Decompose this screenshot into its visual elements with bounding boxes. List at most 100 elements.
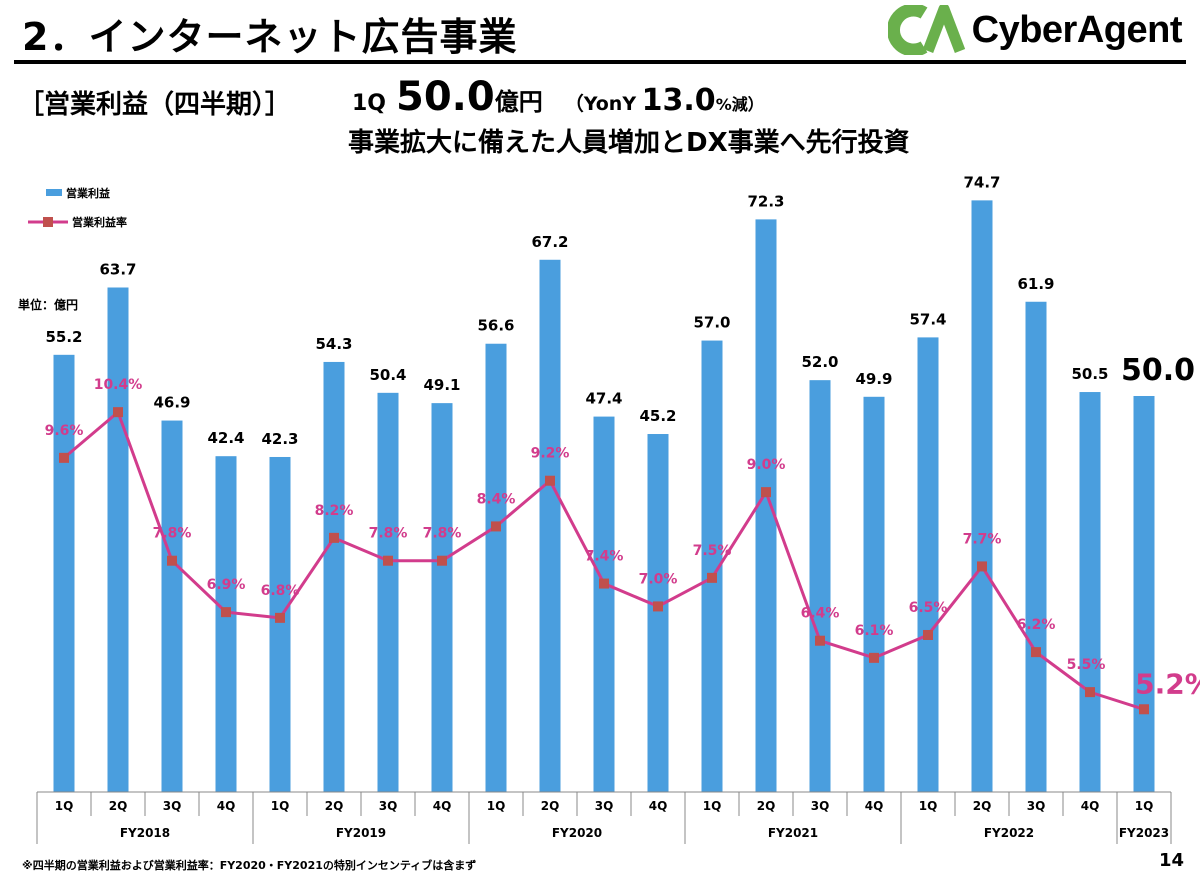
margin-label-10: 9.2%	[531, 446, 570, 462]
bar-value-label-3: 46.9	[153, 394, 190, 412]
bar-value-label-11: 47.4	[585, 390, 622, 408]
bar-value-label-17: 57.4	[909, 310, 946, 328]
headline-yoy-suffix: %減）	[715, 95, 764, 114]
margin-label-14: 9.0%	[747, 457, 786, 473]
x-category-label-19: 3Q	[1027, 799, 1046, 813]
x-category-label-15: 3Q	[811, 799, 830, 813]
x-group-label-6: FY2023	[1119, 826, 1169, 840]
x-group-label-2: FY2019	[336, 826, 386, 840]
bar-16	[863, 396, 885, 792]
x-category-label-16: 4Q	[865, 799, 884, 813]
margin-marker-3	[167, 555, 177, 566]
bar-20	[1079, 392, 1101, 792]
headline: 1Q 50.0億円 （YonY 13.0%減）	[352, 74, 764, 120]
margin-label-13: 7.5%	[693, 543, 732, 559]
legend-bar-label: 営業利益	[66, 186, 110, 200]
bar-5	[269, 456, 291, 792]
section-label: ［営業利益（四半期）］	[18, 90, 292, 120]
x-category-label-14: 2Q	[757, 799, 776, 813]
margin-label-6: 8.2%	[315, 503, 354, 519]
x-category-label-1: 1Q	[55, 799, 74, 813]
x-category-label-10: 2Q	[541, 799, 560, 813]
page-number: 14	[1158, 850, 1184, 871]
bar-value-label-4: 42.4	[207, 429, 244, 447]
margin-label-12: 7.0%	[639, 571, 678, 587]
bar-3	[161, 420, 183, 792]
bar-value-label-18: 74.7	[963, 173, 1000, 191]
headline-value: 50.0	[396, 74, 495, 120]
bar-21	[1133, 396, 1155, 792]
bar-value-label-6: 54.3	[315, 335, 352, 353]
margin-marker-15	[815, 635, 825, 646]
page-title: 2．インターネット広告事業	[22, 15, 518, 59]
margin-label-20: 5.5%	[1067, 657, 1106, 673]
margin-label-11: 7.4%	[585, 549, 624, 565]
legend-line-label: 営業利益率	[72, 215, 127, 229]
bar-12	[647, 434, 669, 792]
margin-label-1: 9.6%	[45, 423, 84, 439]
cyberagent-logo: CyberAgent	[887, 4, 1183, 56]
bar-15	[809, 380, 831, 792]
ca-logo-icon	[887, 5, 965, 55]
bar-value-label-12: 45.2	[639, 407, 676, 425]
margin-marker-21	[1139, 704, 1149, 715]
bar-17	[917, 337, 939, 792]
margin-marker-19	[1031, 647, 1041, 658]
headline-unit: 億円	[494, 88, 543, 116]
bar-9	[485, 343, 507, 792]
margin-label-17: 6.5%	[909, 600, 948, 616]
margin-marker-4	[221, 607, 231, 618]
bar-14	[755, 219, 777, 792]
x-group-label-5: FY2022	[984, 826, 1034, 840]
legend-line-marker	[43, 217, 53, 227]
bar-value-label-9: 56.6	[477, 317, 514, 335]
x-category-label-11: 3Q	[595, 799, 614, 813]
bar-value-label-19: 61.9	[1017, 275, 1054, 293]
headline-quarter: 1Q	[352, 91, 387, 116]
bar-18	[971, 200, 993, 793]
bar-value-label-16: 49.9	[855, 370, 892, 388]
x-group-label-3: FY2020	[552, 826, 602, 840]
x-category-label-6: 2Q	[325, 799, 344, 813]
bar-10	[539, 259, 561, 792]
bar-value-label-15: 52.0	[801, 353, 838, 371]
bar-value-label-5: 42.3	[261, 430, 298, 448]
x-category-label-2: 2Q	[109, 799, 128, 813]
bar-value-label-2: 63.7	[99, 260, 136, 278]
legend-bar-swatch	[46, 189, 62, 196]
x-category-label-3: 3Q	[163, 799, 182, 813]
margin-label-3: 7.8%	[153, 526, 192, 542]
x-category-label-4: 4Q	[217, 799, 236, 813]
margin-marker-17	[923, 629, 933, 640]
margin-marker-5	[275, 612, 285, 623]
bar-value-label-10: 67.2	[531, 233, 568, 251]
bar-19	[1025, 301, 1047, 792]
margin-label-16: 6.1%	[855, 623, 894, 639]
unit-label: 単位：億円	[18, 298, 79, 312]
bar-11	[593, 416, 615, 792]
margin-label-15: 6.4%	[801, 606, 840, 622]
margin-marker-7	[383, 555, 393, 566]
margin-marker-18	[977, 561, 987, 572]
margin-marker-9	[491, 521, 501, 532]
margin-marker-20	[1085, 687, 1095, 698]
x-category-label-9: 1Q	[487, 799, 506, 813]
logo-text: CyberAgent	[971, 8, 1183, 51]
margin-marker-13	[707, 572, 717, 583]
bar-1	[53, 354, 75, 792]
margin-marker-16	[869, 652, 879, 663]
x-category-label-13: 1Q	[703, 799, 722, 813]
x-category-label-21: 1Q	[1135, 799, 1154, 813]
margin-label-2: 10.4%	[94, 377, 143, 393]
bar-value-label-14: 72.3	[747, 192, 784, 210]
bar-4	[215, 456, 237, 792]
bar-7	[377, 392, 399, 792]
x-group-label-4: FY2021	[768, 826, 818, 840]
headline-yoy-prefix: （YonY	[564, 93, 637, 115]
margin-label-21: 5.2%	[1135, 667, 1200, 700]
margin-label-5: 6.8%	[261, 583, 300, 599]
bar-6	[323, 361, 345, 792]
header-rule	[14, 60, 1186, 64]
margin-marker-10	[545, 475, 555, 486]
